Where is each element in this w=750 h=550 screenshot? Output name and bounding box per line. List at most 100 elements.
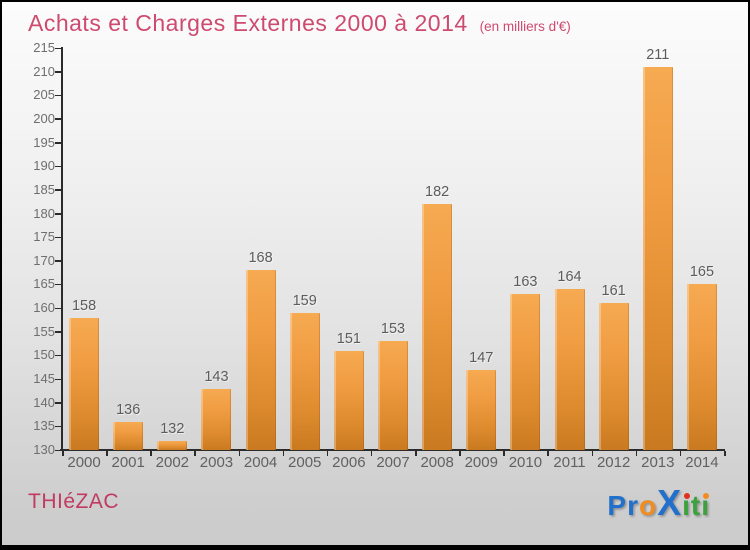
y-axis-tick xyxy=(55,449,62,451)
x-axis-category-label: 2003 xyxy=(199,454,234,471)
bar-value-label: 159 xyxy=(292,292,317,309)
logo-letter: ı xyxy=(701,490,710,521)
y-axis-tick-label: 195 xyxy=(33,134,55,150)
y-axis-tick-label: 170 xyxy=(33,252,55,268)
y-axis-tick xyxy=(55,213,62,215)
bar-value-label: 163 xyxy=(513,273,538,290)
x-axis-tick xyxy=(459,451,461,456)
logo-letter: P xyxy=(607,490,628,521)
footer-location: THIéZAC xyxy=(28,490,120,513)
bar-2014 xyxy=(686,284,717,450)
x-axis-category-label: 2013 xyxy=(641,454,675,471)
bar-value-label: 153 xyxy=(380,321,406,338)
bar-value-label: 168 xyxy=(248,250,273,267)
x-axis-tick xyxy=(635,451,638,456)
x-axis-tick xyxy=(415,451,417,456)
y-axis-tick-label: 185 xyxy=(33,181,55,197)
y-axis-tick-label: 140 xyxy=(33,394,55,410)
x-axis-tick xyxy=(679,451,682,456)
x-axis-tick xyxy=(547,451,549,456)
y-axis-tick-label: 135 xyxy=(33,418,55,434)
y-axis-tick-label: 150 xyxy=(33,347,55,363)
logo-letter: t xyxy=(690,490,702,521)
bar-value-label: 158 xyxy=(71,297,97,314)
y-axis-tick-label: 130 xyxy=(33,442,55,457)
y-axis-tick-label: 190 xyxy=(33,158,55,174)
bar-value-label: 211 xyxy=(646,46,670,63)
x-axis-tick xyxy=(238,451,241,456)
y-axis-tick-label: 145 xyxy=(33,371,55,387)
x-axis-tick xyxy=(724,451,726,456)
y-axis-tick-label: 160 xyxy=(33,300,55,316)
bar-value-label: 143 xyxy=(204,368,229,385)
bar-value-label: 182 xyxy=(425,184,450,201)
y-axis-tick-label: 205 xyxy=(33,87,55,103)
x-axis-category-label: 2011 xyxy=(553,454,586,471)
y-axis-tick xyxy=(55,354,62,357)
y-axis-tick xyxy=(55,236,62,239)
bar-value-label: 164 xyxy=(557,269,582,286)
x-axis-tick xyxy=(591,451,594,456)
bar-2010 xyxy=(510,293,541,450)
x-axis-category-label: 2010 xyxy=(508,454,543,471)
y-axis-tick xyxy=(55,165,62,168)
x-axis-tick xyxy=(150,451,152,456)
bar-2011 xyxy=(554,289,585,450)
y-axis-tick xyxy=(55,378,62,381)
bar-2006 xyxy=(333,350,364,450)
y-axis-tick xyxy=(55,71,62,73)
bar-2002 xyxy=(157,440,188,450)
x-axis-category-label: 2007 xyxy=(376,454,410,471)
x-axis-tick xyxy=(282,451,285,456)
bar-value-label: 165 xyxy=(689,264,715,281)
chart-title: Achats et Charges Externes 2000 à 2014 xyxy=(28,10,468,36)
bar-2013 xyxy=(642,66,673,450)
x-axis-tick xyxy=(370,451,373,456)
bar-2012 xyxy=(598,303,629,450)
logo-letter-dot xyxy=(683,493,690,499)
y-axis-tick-label: 165 xyxy=(33,276,55,292)
x-axis-tick xyxy=(503,451,505,456)
bar-2009 xyxy=(466,369,497,450)
y-axis-tick xyxy=(55,283,62,286)
x-axis-category-label: 2009 xyxy=(464,454,498,471)
y-axis-tick xyxy=(55,94,62,97)
chart-subtitle: (en milliers d'€) xyxy=(479,19,571,34)
bar-value-label: 147 xyxy=(469,349,494,366)
logo-letter: o xyxy=(638,490,658,521)
y-axis-tick-label: 215 xyxy=(33,40,55,55)
x-axis-category-label: 2005 xyxy=(288,454,322,471)
y-axis-line xyxy=(61,47,63,450)
bar-2008 xyxy=(422,204,453,450)
x-axis-tick xyxy=(194,451,196,456)
x-axis-category-label: 2000 xyxy=(67,454,101,471)
x-axis-category-label: 2014 xyxy=(685,454,719,471)
x-axis-tick xyxy=(326,451,329,456)
logo-letter-dot xyxy=(702,493,709,499)
y-axis-tick xyxy=(55,47,62,49)
y-axis-tick xyxy=(55,118,62,120)
x-axis-category-label: 2006 xyxy=(332,454,366,471)
logo-letter: ı xyxy=(682,490,691,521)
x-axis-category-label: 2008 xyxy=(420,454,454,471)
y-axis-tick-label: 180 xyxy=(33,205,55,221)
bar-value-label: 136 xyxy=(116,401,141,418)
y-axis-tick xyxy=(55,189,62,191)
bar-value-label: 132 xyxy=(160,420,185,437)
y-axis-tick xyxy=(55,402,62,404)
y-axis-tick-label: 200 xyxy=(33,110,55,126)
y-axis-tick-label: 210 xyxy=(33,63,55,79)
bar-2005 xyxy=(289,312,320,450)
bar-2001 xyxy=(113,421,144,450)
x-axis-line xyxy=(60,449,725,451)
y-axis-tick-label: 155 xyxy=(33,323,55,339)
x-axis-category-label: 2004 xyxy=(243,454,278,471)
bar-2000 xyxy=(69,317,100,450)
bar-value-label: 151 xyxy=(336,330,361,347)
bar-2003 xyxy=(201,388,232,450)
logo-letter: r xyxy=(627,490,639,521)
